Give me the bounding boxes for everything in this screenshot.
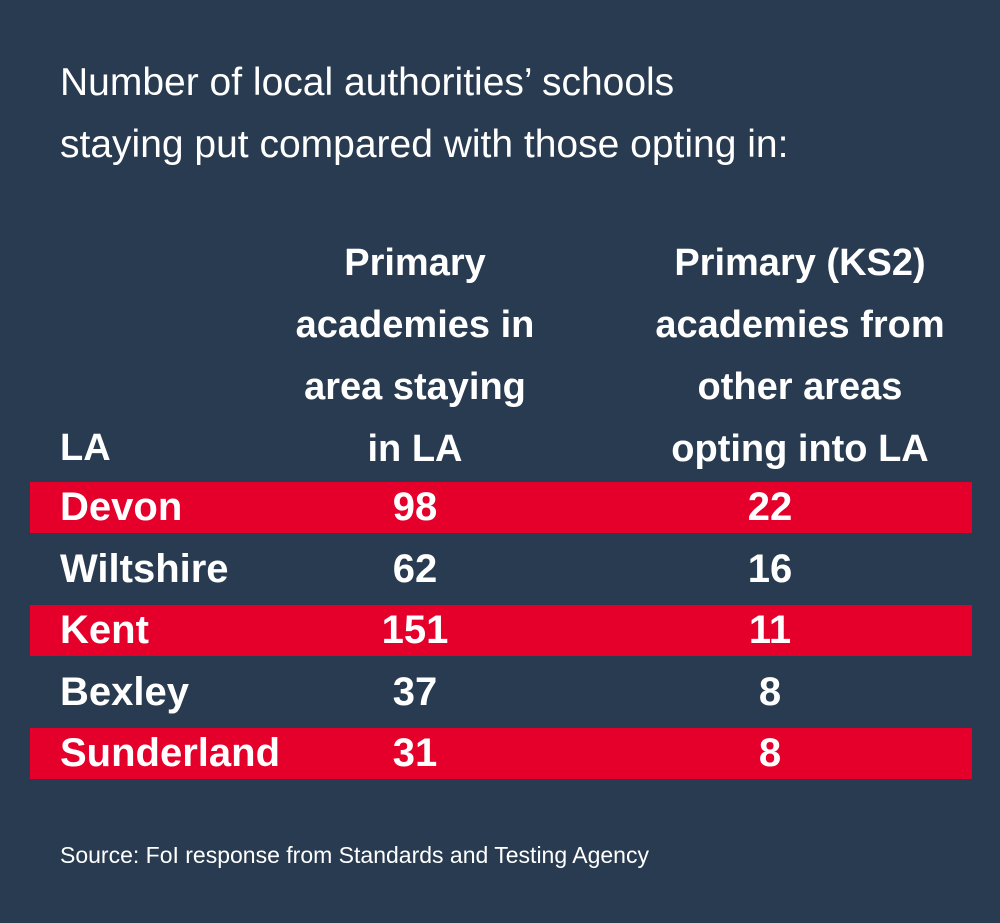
header-line: Primary (KS2) [674,242,926,284]
staying-cell: 151 [381,608,449,652]
title-line-2: staying put compared with those opting i… [60,123,789,166]
header-line: opting into LA [671,428,929,470]
la-cell: Kent [60,608,149,652]
staying-cell: 62 [392,546,438,591]
header-line: academies from [655,304,945,346]
chart-title: Number of local authorities’ schools sta… [60,52,990,176]
column-header-staying: Primary academies in area staying in LA [290,232,540,480]
title-line-1: Number of local authorities’ schools [60,61,675,104]
header-line: other areas [697,366,903,408]
column-header-opting-in: Primary (KS2) academies from other areas… [610,232,990,480]
opting-in-cell: 8 [758,731,782,775]
staying-cell: 98 [392,485,438,529]
table-row: Wiltshire 62 16 [30,544,972,595]
opting-in-cell: 16 [747,546,793,591]
table-row: Bexley 37 8 [30,667,972,718]
opting-in-cell: 11 [748,608,792,652]
opting-in-cell: 22 [747,485,793,529]
opting-in-cell: 8 [758,669,782,714]
header-line: in LA [367,428,463,470]
la-cell: Sunderland [60,731,281,775]
table-row: Kent 151 11 [30,605,972,656]
la-cell: Devon [60,485,183,529]
column-header-la: LA [60,417,111,479]
header-line: LA [60,427,111,469]
la-cell: Wiltshire [60,546,229,591]
header-line: area staying [304,366,526,408]
table-row: Devon 98 22 [30,482,972,533]
la-cell: Bexley [60,669,189,714]
header-line: academies in [295,304,535,346]
header-line: Primary [344,242,486,284]
staying-cell: 37 [392,669,438,714]
source-note: Source: FoI response from Standards and … [60,842,649,868]
table-row: Sunderland 31 8 [30,728,972,779]
staying-cell: 31 [392,731,438,775]
